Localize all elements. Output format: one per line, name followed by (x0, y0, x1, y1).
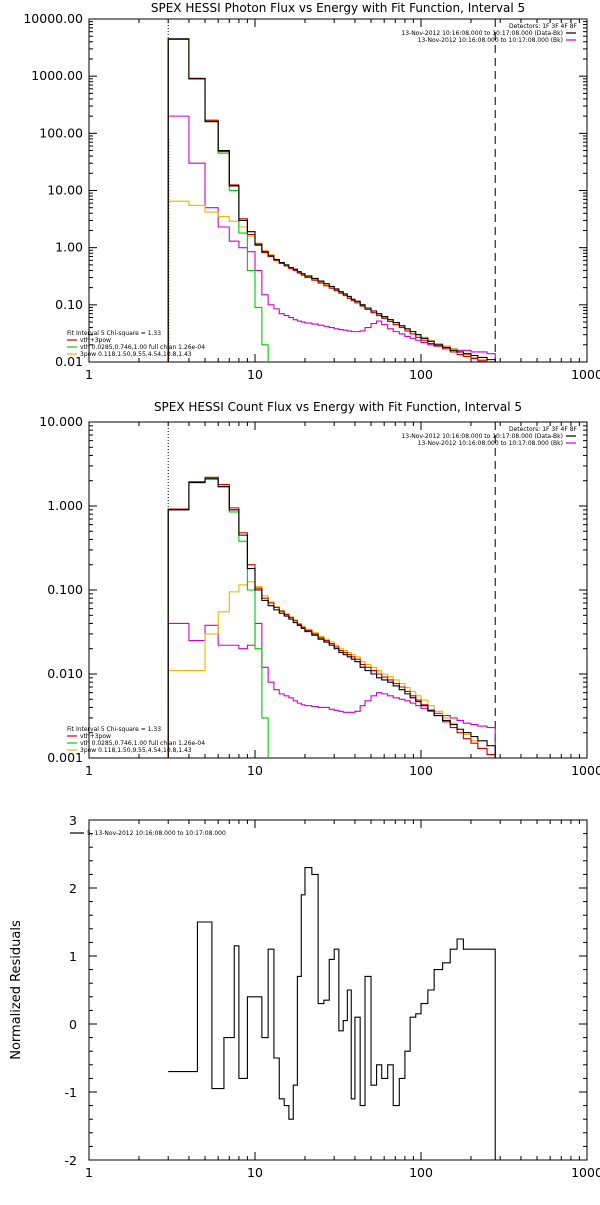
y-tick-label: 1.00 (55, 240, 83, 255)
series-total_fit (167, 38, 496, 362)
y-tick-label: 1 (69, 949, 77, 964)
x-tick-label: 1 (85, 763, 93, 778)
legend-header-line: 13-Nov-2012 10:16:08.000 to 10:17:08.000… (418, 37, 563, 44)
plot-frame (88, 18, 588, 363)
x-tick-label: 100 (409, 367, 433, 382)
x-axis: 1 10 100 1000 (85, 422, 600, 778)
legend-header-line: 13-Nov-2012 10:16:08.000 to 10:17:08.000… (401, 433, 563, 440)
series-power_law (167, 581, 496, 758)
fit-legend-line: 3pow 0.118,1.50,9.55,4.54,10.8,1.43 (80, 747, 192, 754)
y-tick-label: -1 (65, 1085, 77, 1100)
y-axis: 0.01 0.10 1.00 10.00 100.00 1000.00 10000.00 (23, 11, 587, 369)
chart-title: SPEX HESSI Photon Flux vs Energy with Fi… (151, 1, 525, 15)
y-tick-label: 3 (69, 813, 77, 828)
series-group (167, 38, 496, 362)
y-axis: -2 -1 0 1 2 3 (65, 813, 587, 1168)
fit-legend-line: 3pow 0.118,1.50,9.55,4.54,10.8,1.43 (80, 351, 192, 358)
series-group (168, 867, 496, 1160)
legend-header-line: Detectors: 1F 3F 4F 8F (509, 426, 578, 433)
y-tick-label: 100.00 (39, 125, 83, 140)
x-tick-label: 1 (85, 367, 93, 382)
y-tick-label: 1000.00 (31, 68, 83, 83)
x-tick-label: 1 (85, 1165, 93, 1180)
x-tick-label: 10 (247, 1165, 263, 1180)
legend-entry: 5, 13-Nov-2012 10:16:08.000 to 10:17:08.… (87, 830, 226, 837)
y-axis: 0.001 0.010 0.100 1.000 10.000 (39, 414, 587, 765)
legend-header-line: 13-Nov-2012 10:16:08.000 to 10:17:08.000… (418, 440, 563, 447)
x-tick-label: 10 (247, 763, 263, 778)
fit-legend-line: vth+3pow (80, 337, 111, 344)
x-tick-label: 1000 (571, 1165, 600, 1180)
x-tick-label: 1000 (571, 367, 600, 382)
y-tick-label: 1.000 (47, 498, 83, 513)
fit-legend-line: vth+3pow (80, 733, 111, 740)
series-thermal (167, 38, 269, 362)
fit-legend-line: Fit Interval 5 Chi-square = 1.33 (67, 726, 161, 733)
x-axis: 1 10 100 1000 (85, 19, 600, 382)
series-power_law (167, 200, 496, 362)
plot-frame (88, 819, 588, 1161)
legend-header-line: Detectors: 1F 3F 4F 8F (509, 23, 578, 30)
y-tick-label: 0.010 (47, 666, 83, 681)
y-tick-label: -2 (65, 1153, 77, 1168)
y-tick-label: 0 (69, 1017, 77, 1032)
y-tick-label: 10000.00 (23, 11, 83, 26)
y-tick-label: 10.00 (47, 183, 83, 198)
series-data (167, 478, 496, 758)
y-tick-label: 10.000 (39, 414, 83, 429)
y-tick-label: 0.100 (47, 582, 83, 597)
chart-title: SPEX HESSI Count Flux vs Energy with Fit… (154, 400, 522, 414)
chart-panel-2: SPEX HESSI Count Flux vs Energy with Fit… (39, 400, 600, 778)
chart-panel-1: SPEX HESSI Photon Flux vs Energy with Fi… (23, 1, 600, 382)
x-tick-label: 100 (409, 763, 433, 778)
series-group (167, 476, 496, 758)
series-background (167, 115, 496, 362)
plot-frame (88, 421, 588, 759)
y-tick-label: 0.10 (55, 297, 83, 312)
x-axis: 1 10 100 1000 (85, 820, 600, 1180)
x-tick-label: 10 (247, 367, 263, 382)
y-tick-label: 0.01 (55, 354, 83, 369)
y-axis-label: Normalized Residuals (9, 920, 24, 1060)
chart-panel-3: 1 10 100 1000 -2 -1 0 1 2 3 Normalized Residuals 5,… (9, 813, 600, 1180)
x-tick-label: 100 (409, 1165, 433, 1180)
series-data (167, 38, 496, 362)
series-thermal (167, 477, 269, 758)
x-tick-label: 1000 (571, 763, 600, 778)
fit-legend-line: vth 0.0285,0.746,1.00 full chian 1.26e-0… (80, 344, 205, 351)
y-tick-label: 2 (69, 881, 77, 896)
series-data (168, 867, 496, 1160)
fit-legend-line: Fit Interval 5 Chi-square = 1.33 (67, 330, 161, 337)
fit-legend-line: vth 0.0285,0.746,1.00 full chian 1.26e-0… (80, 740, 205, 747)
y-tick-label: 0.001 (47, 750, 83, 765)
legend-header-line: 13-Nov-2012 10:16:08.000 to 10:17:08.000… (401, 30, 563, 37)
